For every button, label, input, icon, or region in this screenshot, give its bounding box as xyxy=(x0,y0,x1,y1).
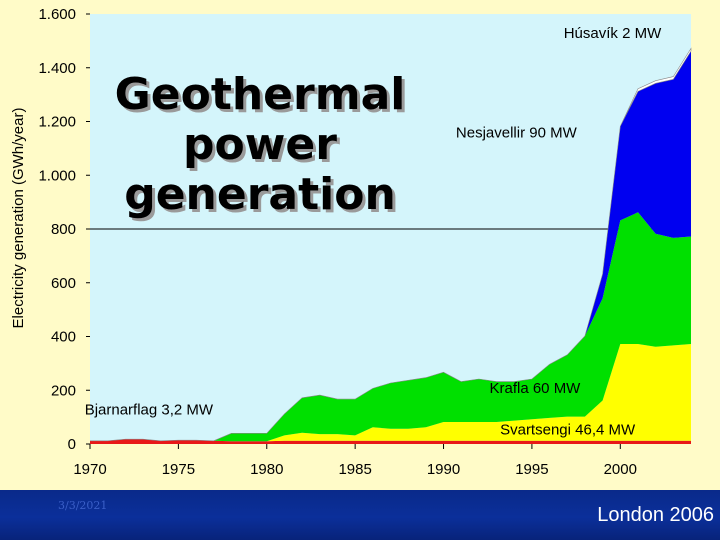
series-label-4: Húsavík 2 MW xyxy=(564,25,662,42)
x-tick-label-2: 1980 xyxy=(250,461,283,478)
footer-bar: 3/3/2021 London 2006 xyxy=(0,490,720,540)
series-label-0: Bjarnarflag 3,2 MW xyxy=(85,401,214,418)
slide-title-line-3: generation xyxy=(124,169,396,220)
x-tick-label-0: 1970 xyxy=(73,461,106,478)
footer-event: London 2006 xyxy=(597,504,714,526)
y-axis: 0 200 400 600 800 1.000 1.200 1.400 1.600 xyxy=(38,6,90,453)
y-axis-title: Electricity generation (GWh/year) xyxy=(10,108,27,329)
geothermal-chart: Bjarnarflag 3,2 MW Svartsengi 46,4 MW Kraf… xyxy=(10,6,692,478)
x-tick-label-1: 1975 xyxy=(162,461,195,478)
y-tick-label-2: 400 xyxy=(51,329,76,346)
slide-title-line-1: Geothermal xyxy=(114,69,406,120)
x-tick-label-3: 1985 xyxy=(338,461,371,478)
series-label-1: Svartsengi 46,4 MW xyxy=(500,422,636,439)
x-tick-label-5: 1995 xyxy=(515,461,548,478)
y-tick-label-3: 600 xyxy=(51,275,76,292)
y-tick-label-6: 1.200 xyxy=(38,114,76,131)
area-series-2 xyxy=(90,212,691,442)
y-tick-label-0: 0 xyxy=(68,436,76,453)
series-labels-group: Bjarnarflag 3,2 MW Svartsengi 46,4 MW Kraf… xyxy=(85,25,662,438)
slide-title-line-2: power xyxy=(183,119,337,170)
x-tick-label-4: 1990 xyxy=(427,461,460,478)
series-label-2: Krafla 60 MW xyxy=(489,380,581,397)
slide-title: Geothermal power generation xyxy=(110,70,410,220)
y-tick-label-4: 800 xyxy=(51,221,76,238)
area-series-group xyxy=(90,47,692,444)
area-series-4 xyxy=(90,47,692,442)
area-series-0 xyxy=(90,439,691,444)
y-tick-label-8: 1.600 xyxy=(38,6,76,23)
y-tick-label-7: 1.400 xyxy=(38,60,76,77)
y-tick-label-5: 1.000 xyxy=(38,167,76,184)
series-label-3: Nesjavellir 90 MW xyxy=(456,125,578,142)
footer-date: 3/3/2021 xyxy=(58,499,108,512)
x-axis: 1970 1975 1980 1985 1990 1995 2000 xyxy=(73,444,637,478)
x-tick-label-6: 2000 xyxy=(604,461,637,478)
area-series-1 xyxy=(90,344,691,442)
y-tick-label-1: 200 xyxy=(51,382,76,399)
